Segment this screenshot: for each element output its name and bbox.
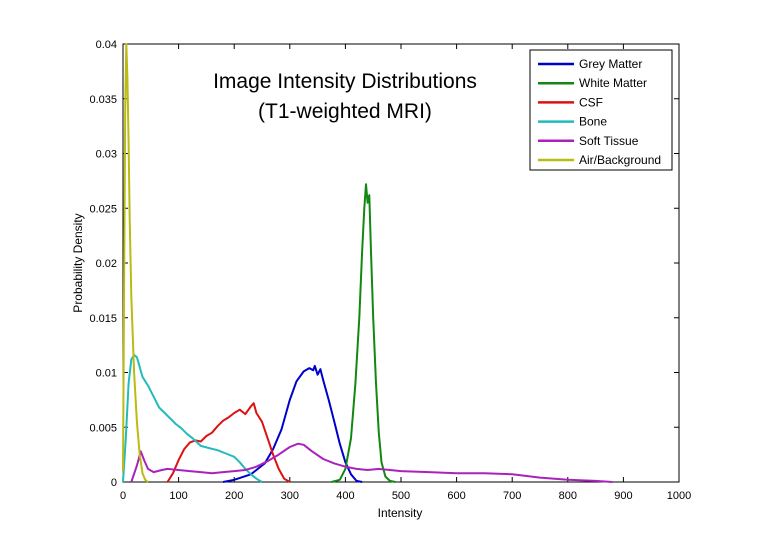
x-tick-label: 1000 <box>667 490 691 502</box>
legend-label: Air/Background <box>579 153 661 167</box>
y-axis-label: Probability Density <box>71 213 85 312</box>
y-tick-label: 0.03 <box>96 149 117 161</box>
x-tick-label: 100 <box>169 490 187 502</box>
legend-label: White Matter <box>579 76 647 90</box>
x-tick-label: 600 <box>447 490 465 502</box>
series-line-white-matter <box>331 183 396 483</box>
y-tick-label: 0.04 <box>96 39 117 51</box>
x-tick-label: 700 <box>503 490 521 502</box>
series-line-grey-matter <box>222 364 363 483</box>
y-tick-label: 0.02 <box>96 258 117 270</box>
legend-label: Soft Tissue <box>579 134 639 148</box>
series-line-air-background <box>122 43 149 483</box>
legend-label: Bone <box>579 115 607 129</box>
y-tick-label: 0.025 <box>89 203 117 215</box>
y-tick-label: 0 <box>111 477 117 489</box>
x-tick-label: 900 <box>614 490 632 502</box>
x-tick-label: 500 <box>392 490 410 502</box>
x-tick-label: 0 <box>120 490 126 502</box>
legend-box <box>529 49 673 171</box>
x-tick-label: 200 <box>225 490 243 502</box>
x-axis-label: Intensity <box>378 506 423 520</box>
series-line-bone <box>122 354 263 483</box>
x-tick-label: 800 <box>559 490 577 502</box>
chart-title-line-1: Image Intensity Distributions <box>213 70 477 93</box>
legend: Grey Matter White Matter CSF Bone Soft Tissu… <box>529 49 673 171</box>
legend-label: CSF <box>579 95 603 109</box>
y-tick-label: 0.01 <box>96 368 117 380</box>
series-line-soft-tissue <box>130 442 613 483</box>
y-tick-label: 0.015 <box>89 313 117 325</box>
y-tick-label: 0.005 <box>89 422 117 434</box>
legend-label: Grey Matter <box>579 57 642 71</box>
series-line-csf <box>166 402 291 483</box>
x-tick-label: 300 <box>281 490 299 502</box>
x-tick-label: 400 <box>336 490 354 502</box>
chart-title-line-2: (T1-weighted MRI) <box>258 100 432 123</box>
y-tick-label: 0.035 <box>89 94 117 106</box>
